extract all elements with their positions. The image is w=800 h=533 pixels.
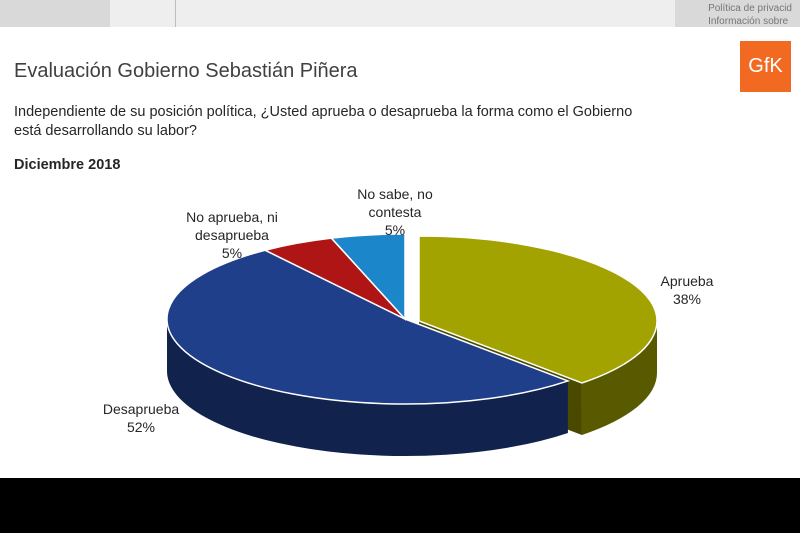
background-faded-text: Política de privacid Información sobre [708,2,792,27]
survey-period: Diciembre 2018 [14,157,121,173]
label-category: No sabe, no [357,186,433,202]
label-percent: 5% [222,245,242,261]
label-category: contesta [369,204,422,220]
presentation-slide: Evaluación Gobierno Sebastián Piñera Ind… [0,27,800,478]
background-divider [175,0,176,27]
background-webpage-strip: Política de privacid Información sobre [0,0,800,27]
data-label-3: No sabe, no contesta 5% [357,186,433,238]
label-percent: 5% [385,222,405,238]
slice-aprueba [418,235,658,384]
label-percent: 38% [673,291,701,307]
pie-chart: Aprueba 38% Desaprueba 52% No aprueba, ni des… [103,186,714,457]
data-label-1: Desaprueba 52% [103,401,179,435]
slice-desaprueba-side [167,319,568,457]
label-category: desaprueba [195,227,269,243]
label-category: Desaprueba [103,401,179,417]
slice-desaprueba [166,249,571,405]
label-percent: 52% [127,419,155,435]
data-label-2: No aprueba, ni desaprueba 5% [186,209,278,261]
background-table [110,0,675,27]
faded-link-privacy[interactable]: Política de privacid [708,3,792,14]
gfk-logo: GfK [740,41,791,92]
survey-question: Independiente de su posición política, ¿… [14,103,714,141]
label-category: Aprueba [661,273,714,289]
label-category: No aprueba, ni [186,209,278,225]
question-line-2: está desarrollando su labor? [14,123,197,139]
slice-no-sabe-no-contesta [329,233,406,321]
faded-link-info[interactable]: Información sobre [708,16,789,27]
data-label-0: Aprueba 38% [661,273,714,307]
slide-title: Evaluación Gobierno Sebastián Piñera [14,60,358,82]
slice-aprueba-side [581,321,657,435]
pie-tops [166,233,658,405]
question-line-1: Independiente de su posición política, ¿… [14,104,633,120]
